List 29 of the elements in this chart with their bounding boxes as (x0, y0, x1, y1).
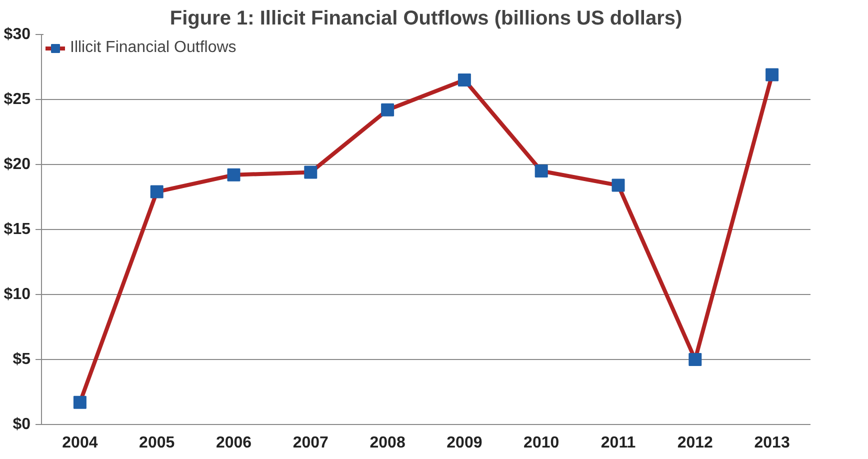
y-tick-label: $15 (4, 221, 31, 238)
point (458, 74, 471, 86)
x-tick-label: 2005 (139, 434, 175, 452)
y-tick-label: $30 (4, 26, 31, 43)
point (227, 168, 240, 182)
y-tick-label: $20 (4, 156, 31, 173)
point (381, 103, 394, 116)
x-tick-label: 2007 (292, 434, 329, 452)
point (534, 164, 548, 178)
y-tick-label: $25 (4, 91, 31, 108)
point (73, 396, 86, 409)
point (766, 68, 779, 82)
y-tick-label: $0 (12, 416, 31, 433)
y-tick-label: $5 (12, 351, 31, 368)
x-tick-label: 2004 (62, 434, 98, 452)
x-tick-label: 2013 (754, 434, 790, 452)
point (304, 166, 318, 179)
x-tick-label: 2012 (677, 434, 714, 452)
x-tick-label: 2011 (600, 434, 636, 452)
chart-title: Figure 1: Illicit Financial Outflows (billions US dollars) (170, 8, 682, 30)
x-tick-label: 2008 (370, 434, 406, 452)
point (688, 353, 702, 366)
x-tick-label: 2009 (446, 434, 482, 452)
y-tick-label: $10 (4, 286, 31, 303)
x-tick-label: 2006 (216, 434, 252, 452)
x-tick-label: 2010 (524, 434, 560, 452)
point (150, 185, 164, 198)
point (612, 178, 625, 192)
legend-label: Illicit Financial Outflows (70, 39, 236, 57)
